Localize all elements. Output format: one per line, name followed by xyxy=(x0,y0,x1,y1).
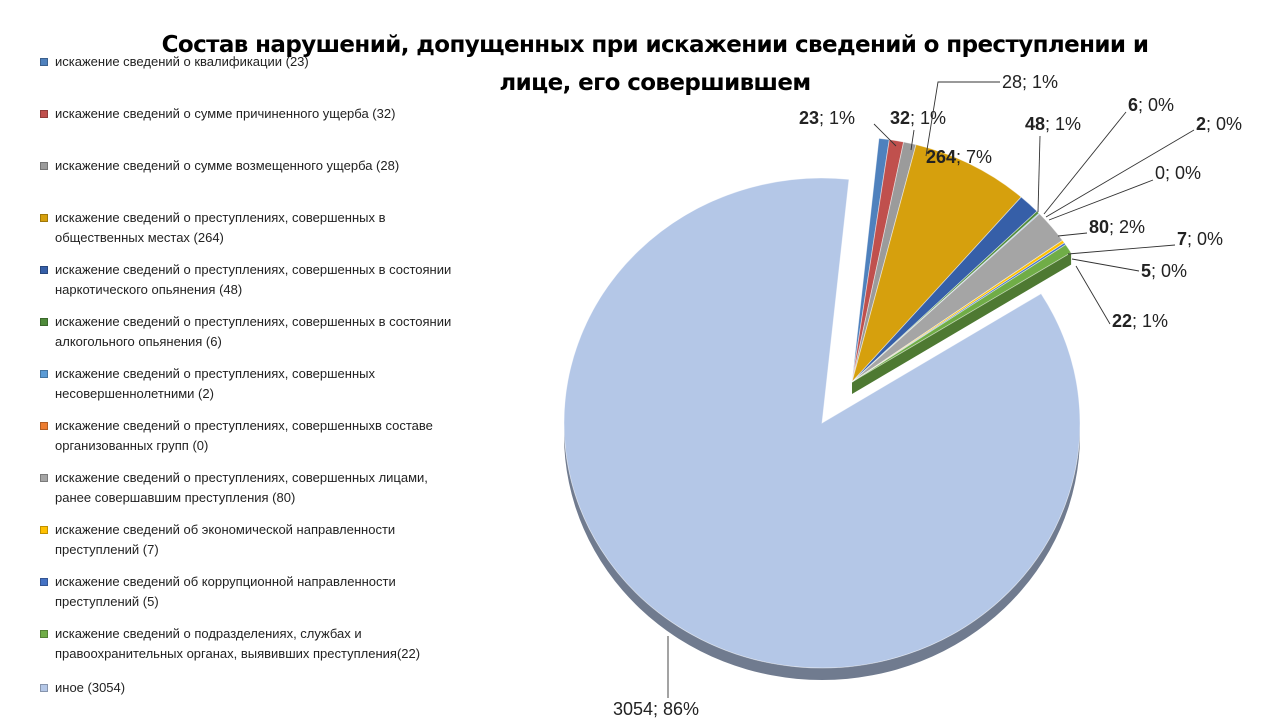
legend-label: искажение сведений о преступлениях, сове… xyxy=(55,210,386,245)
legend-swatch xyxy=(40,684,48,692)
leader-line xyxy=(1048,179,1154,221)
legend-label: искажение сведений о преступлениях, сове… xyxy=(55,470,428,505)
legend-label: искажение сведений о сумме причиненного … xyxy=(55,106,396,121)
leader-line xyxy=(873,123,897,147)
legend-swatch xyxy=(40,266,48,274)
pie-slice xyxy=(851,244,1072,383)
leader-line xyxy=(1057,232,1088,237)
legend-label: искажение сведений о преступлениях, сове… xyxy=(55,366,375,401)
legend-label: искажение сведений о квалификации (23) xyxy=(55,54,309,69)
legend-item: искажение сведений о сумме причиненного … xyxy=(40,104,460,124)
legend-swatch xyxy=(40,162,48,170)
data-label: 0; 0% xyxy=(1155,163,1201,183)
leader-line xyxy=(925,81,1000,157)
leader-line xyxy=(1037,135,1041,213)
legend-swatch xyxy=(40,370,48,378)
legend-item: искажение сведений о преступлениях, сове… xyxy=(40,364,460,404)
legend-item: искажение сведений о квалификации (23) xyxy=(40,52,460,72)
data-label: 22; 1% xyxy=(1112,311,1168,331)
data-label: 28; 1% xyxy=(1002,72,1058,92)
legend-swatch xyxy=(40,474,48,482)
pie-slice-side xyxy=(852,252,1072,394)
pie-slice xyxy=(851,144,1022,383)
legend-label: искажение сведений о преступлениях, сове… xyxy=(55,314,452,349)
legend-swatch xyxy=(40,214,48,222)
legend-label: иное (3054) xyxy=(55,680,126,695)
data-label: 23; 1% xyxy=(799,108,855,128)
legend-item: искажение сведений об коррупционной напр… xyxy=(40,572,460,612)
legend-label: искажение сведений о подразделениях, слу… xyxy=(55,626,421,661)
data-label: 80; 2% xyxy=(1089,217,1145,237)
leader-line xyxy=(1071,258,1140,272)
data-label: 3054; 86% xyxy=(613,699,699,719)
data-label: 2; 0% xyxy=(1196,114,1242,134)
data-label: 48; 1% xyxy=(1025,114,1081,134)
legend-item: искажение сведений о преступлениях, сове… xyxy=(40,208,460,248)
legend-swatch xyxy=(40,526,48,534)
data-label: 32; 1% xyxy=(890,108,946,128)
data-labels: 23; 1% 32; 1% 28; 1% 264; 7% 48; 1% 6; 0% 2; 0… xyxy=(613,72,1242,719)
leader-line xyxy=(1043,111,1127,215)
legend-label: искажение сведений о сумме возмещенного … xyxy=(55,158,400,173)
leader-line xyxy=(1045,129,1195,218)
data-label: 6; 0% xyxy=(1128,95,1174,115)
data-label: 7; 0% xyxy=(1177,229,1223,249)
pie-slice xyxy=(563,177,1081,669)
legend-swatch xyxy=(40,318,48,326)
pie-slices xyxy=(563,137,1081,669)
chart-title: Состав нарушений, допущенных при искажен… xyxy=(161,32,1149,96)
legend-item: искажение сведений о преступлениях, сове… xyxy=(40,416,460,456)
legend-swatch xyxy=(40,630,48,638)
legend-item: искажение сведений о сумме возмещенного … xyxy=(40,156,460,176)
legend-swatch xyxy=(40,578,48,586)
legend-item: искажение сведений о преступлениях, сове… xyxy=(40,468,460,508)
leader-line xyxy=(910,129,915,151)
legend-swatch xyxy=(40,422,48,430)
legend-item: искажение сведений о преступлениях, сове… xyxy=(40,312,460,352)
legend-item: иное (3054) xyxy=(40,678,460,698)
legend-item: искажение сведений о подразделениях, слу… xyxy=(40,624,460,664)
legend-swatch xyxy=(40,58,48,66)
legend-label: искажение сведений о преступлениях, сове… xyxy=(55,418,433,453)
data-label: 264; 7% xyxy=(926,147,992,167)
leader-line xyxy=(1075,265,1111,325)
legend-label: искажение сведений об экономической напр… xyxy=(55,522,396,557)
legend-item: искажение сведений об экономической напр… xyxy=(40,520,460,560)
legend-label: искажение сведений о преступлениях, сове… xyxy=(55,262,452,297)
legend-swatch xyxy=(40,110,48,118)
pie-depth xyxy=(564,252,1080,680)
legend-item: искажение сведений о преступлениях, сове… xyxy=(40,260,460,300)
leader-line xyxy=(1067,244,1176,255)
data-label: 5; 0% xyxy=(1141,261,1187,281)
legend-label: искажение сведений об коррупционной напр… xyxy=(55,574,396,609)
